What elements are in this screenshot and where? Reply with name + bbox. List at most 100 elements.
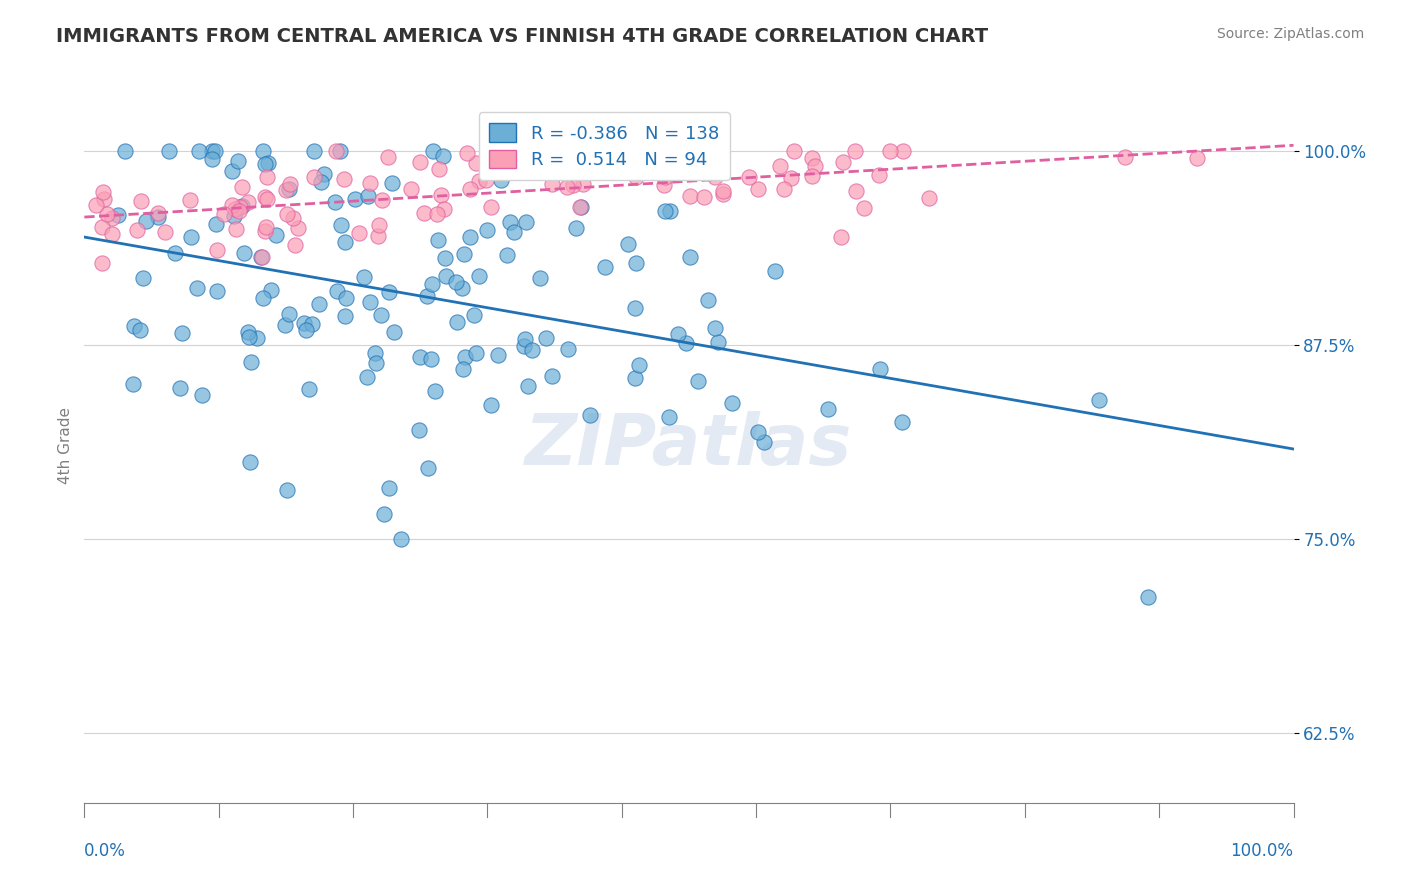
Finns xyxy=(228,203,250,218)
Immigrants from Central America xyxy=(165,245,187,260)
Finns xyxy=(224,202,246,217)
Immigrants from Central America xyxy=(1088,392,1111,407)
Immigrants from Central America xyxy=(304,145,326,159)
Immigrants from Central America xyxy=(654,203,676,218)
Immigrants from Central America xyxy=(422,145,444,159)
Immigrants from Central America xyxy=(817,401,839,416)
Immigrants from Central America xyxy=(356,370,378,384)
Immigrants from Central America xyxy=(465,346,488,360)
Immigrants from Central America xyxy=(515,215,537,229)
Immigrants from Central America xyxy=(238,455,260,469)
Immigrants from Central America xyxy=(323,195,346,210)
Finns xyxy=(359,176,381,190)
Immigrants from Central America xyxy=(259,283,281,297)
Immigrants from Central America xyxy=(329,145,352,159)
Finns xyxy=(711,186,734,201)
Finns xyxy=(654,178,676,193)
Finns xyxy=(368,218,391,232)
Finns xyxy=(772,182,794,196)
Finns xyxy=(93,192,115,206)
Finns xyxy=(845,184,868,198)
Immigrants from Central America xyxy=(172,326,194,340)
Immigrants from Central America xyxy=(529,271,551,285)
Finns xyxy=(568,200,591,214)
Finns xyxy=(562,178,585,193)
Immigrants from Central America xyxy=(188,145,211,159)
Immigrants from Central America xyxy=(704,321,727,335)
Immigrants from Central America xyxy=(309,175,332,189)
Immigrants from Central America xyxy=(292,316,315,330)
Finns xyxy=(654,169,676,184)
Immigrants from Central America xyxy=(236,326,259,340)
Immigrants from Central America xyxy=(434,269,457,284)
Immigrants from Central America xyxy=(382,326,405,340)
Immigrants from Central America xyxy=(627,359,650,373)
Finns xyxy=(347,226,370,240)
Immigrants from Central America xyxy=(246,331,269,345)
Immigrants from Central America xyxy=(675,336,697,351)
Text: 100.0%: 100.0% xyxy=(1230,841,1294,860)
Legend: R = -0.386   N = 138, R =  0.514   N = 94: R = -0.386 N = 138, R = 0.514 N = 94 xyxy=(478,112,730,180)
Immigrants from Central America xyxy=(277,307,299,321)
Finns xyxy=(479,201,502,215)
Immigrants from Central America xyxy=(169,381,191,395)
Finns xyxy=(844,145,866,159)
Immigrants from Central America xyxy=(463,308,485,322)
Immigrants from Central America xyxy=(107,208,129,222)
Immigrants from Central America xyxy=(658,204,681,219)
Finns xyxy=(367,229,389,244)
Finns xyxy=(252,250,274,264)
Immigrants from Central America xyxy=(276,483,298,498)
Finns xyxy=(830,229,852,244)
Immigrants from Central America xyxy=(335,235,357,250)
Finns xyxy=(205,243,228,257)
Finns xyxy=(1185,152,1208,166)
Immigrants from Central America xyxy=(454,350,477,364)
Immigrants from Central America xyxy=(468,268,491,283)
Immigrants from Central America xyxy=(720,395,742,409)
Immigrants from Central America xyxy=(364,356,387,370)
Immigrants from Central America xyxy=(359,295,381,310)
Immigrants from Central America xyxy=(180,229,202,244)
Immigrants from Central America xyxy=(308,296,330,310)
Finns xyxy=(433,202,456,216)
Immigrants from Central America xyxy=(869,362,891,376)
Finns xyxy=(801,169,824,183)
Immigrants from Central America xyxy=(679,250,702,264)
Immigrants from Central America xyxy=(205,284,228,298)
Finns xyxy=(91,186,114,200)
Y-axis label: 4th Grade: 4th Grade xyxy=(58,408,73,484)
Finns xyxy=(832,155,855,169)
Immigrants from Central America xyxy=(364,345,387,359)
Immigrants from Central America xyxy=(408,423,430,437)
Immigrants from Central America xyxy=(593,260,616,274)
Immigrants from Central America xyxy=(373,507,395,521)
Finns xyxy=(555,179,578,194)
Immigrants from Central America xyxy=(453,247,475,261)
Finns xyxy=(458,182,481,196)
Finns xyxy=(879,145,901,159)
Finns xyxy=(325,145,347,159)
Immigrants from Central America xyxy=(706,334,728,349)
Finns xyxy=(486,145,509,160)
Finns xyxy=(465,156,488,170)
Finns xyxy=(412,205,434,219)
Finns xyxy=(256,169,278,184)
Immigrants from Central America xyxy=(253,157,276,171)
Immigrants from Central America xyxy=(513,332,536,346)
Immigrants from Central America xyxy=(534,331,557,345)
Finns xyxy=(236,195,259,210)
Immigrants from Central America xyxy=(201,153,224,167)
Immigrants from Central America xyxy=(557,342,579,356)
Immigrants from Central America xyxy=(617,237,640,252)
Immigrants from Central America xyxy=(565,220,588,235)
Immigrants from Central America xyxy=(408,350,430,364)
Finns xyxy=(231,179,253,194)
Immigrants from Central America xyxy=(763,264,786,278)
Immigrants from Central America xyxy=(333,310,356,324)
Immigrants from Central America xyxy=(238,330,260,344)
Finns xyxy=(256,192,278,206)
Immigrants from Central America xyxy=(503,226,526,240)
Finns xyxy=(679,189,702,203)
Immigrants from Central America xyxy=(121,376,143,391)
